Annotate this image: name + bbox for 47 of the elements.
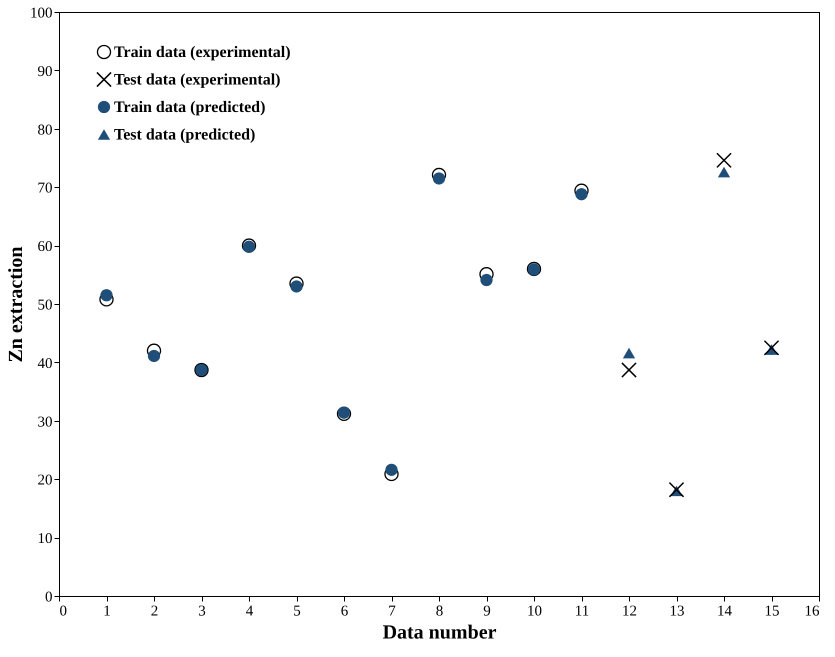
y-tick-label: 0 [45,590,52,606]
point [764,340,780,356]
point [718,166,730,178]
x-axis-title: Data number [382,622,497,644]
point [622,348,636,358]
x-tick-label: 14 [717,604,732,620]
point [716,152,732,168]
y-axis-title: Zn extraction [5,246,27,363]
x-tick-label: 3 [198,604,206,620]
y-tick-label: 20 [38,472,52,489]
y-tick-label: 100 [30,6,52,22]
x-tick-label: 1 [103,604,111,620]
y-tick-label: 40 [38,356,52,372]
y-tick-label: 60 [38,239,52,256]
y-tick-label: 30 [38,414,52,430]
y-tick-label: 10 [38,531,52,548]
point [385,464,398,476]
x-tick-label: 0 [60,604,67,620]
x-tick-label: 6 [340,604,349,620]
x-tick-label: 4 [246,604,254,620]
y-tick-label: 50 [38,298,52,314]
point [480,274,493,286]
point [100,289,113,302]
legend-label: Test data (predicted) [114,126,256,144]
point [290,280,303,293]
x-tick-label: 8 [436,604,444,620]
legend-label: Test data (experimental) [114,72,280,88]
x-tick-label: 13 [670,604,684,620]
point [432,172,446,185]
point [668,482,684,498]
x-tick-label: 11 [574,604,590,620]
point [621,362,637,378]
x-tick-label: 2 [150,604,158,620]
legend-label: Train data (predicted) [114,99,266,116]
x-tick-label: 9 [483,604,491,620]
x-tick-label: 7 [388,604,396,620]
y-tick-label: 80 [38,122,52,138]
point [575,188,588,200]
x-tick-label: 15 [764,604,780,620]
x-tick-label: 12 [622,604,637,620]
x-tick-label: 16 [804,604,820,620]
legend-label: Train data (experimental) [114,44,291,61]
x-tick-label: 10 [527,604,542,620]
x-tick-label: 5 [293,604,301,620]
y-tick-label: 90 [38,64,52,80]
y-tick-label: 70 [38,180,52,197]
point [148,350,160,362]
